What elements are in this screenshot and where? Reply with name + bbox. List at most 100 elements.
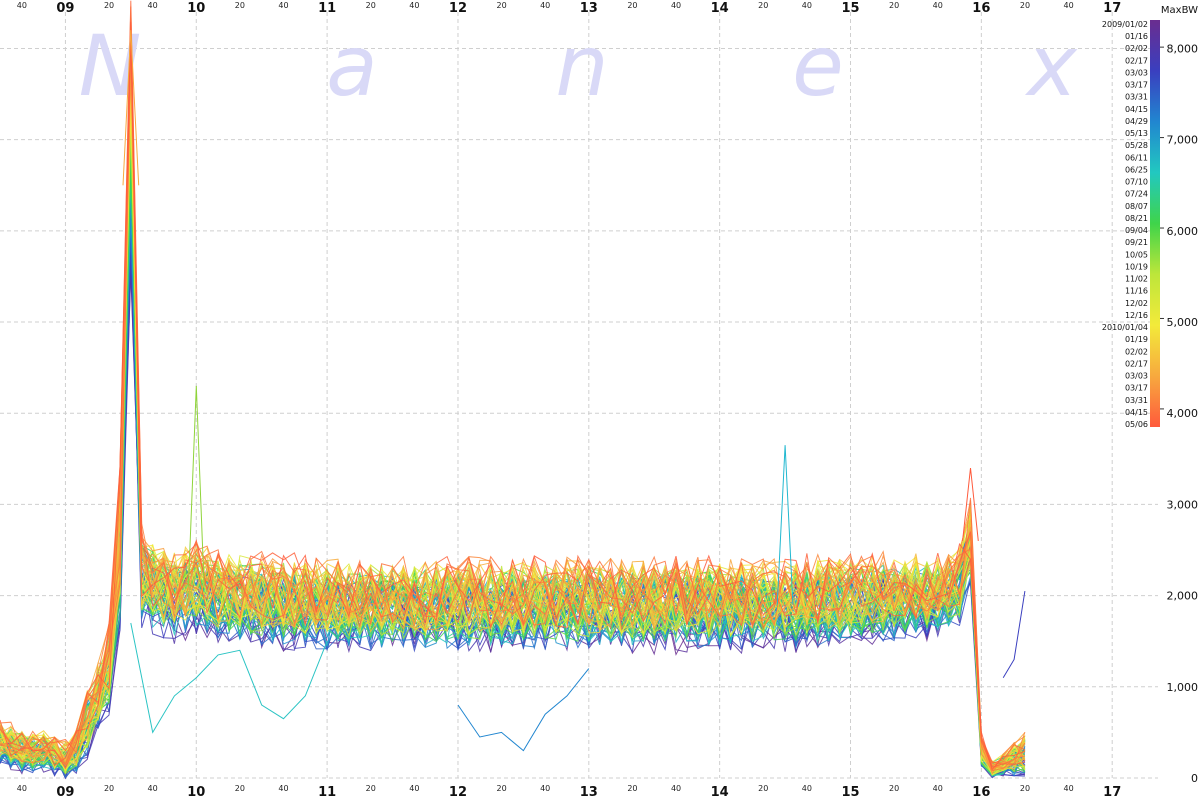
legend-date: 02/02 [1125, 347, 1148, 356]
series-line [0, 0, 1026, 770]
minute-label: 40 [148, 784, 158, 793]
series-line [0, 164, 1026, 771]
legend-date: 11/02 [1125, 275, 1148, 284]
series-line [0, 176, 1025, 773]
watermark-letter: e [792, 17, 844, 115]
y-axis: 0 1,000 2,000 3,000 4,000 5,000 6,000 7,000 8,00… [1167, 42, 1199, 785]
legend-date: 02/17 [1125, 359, 1148, 368]
minute-label: 40 [540, 1, 550, 10]
legend-date: 08/21 [1125, 214, 1148, 223]
series-line [0, 43, 1026, 767]
series-line [0, 233, 1026, 780]
series-line [0, 143, 1026, 776]
hour-label: 13 [580, 785, 598, 800]
minute-label: 20 [496, 784, 506, 793]
minute-label: 40 [1063, 1, 1073, 10]
legend-date: 12/02 [1125, 299, 1148, 308]
y-tick-label: 8,000 [1167, 42, 1199, 55]
legend-date: 03/31 [1125, 93, 1148, 102]
legend-date: 01/19 [1125, 335, 1148, 344]
series-line [0, 106, 1026, 774]
series-line [0, 91, 1025, 775]
legend-date: 04/29 [1125, 117, 1148, 126]
legend-date: 04/15 [1125, 408, 1148, 417]
series-line [0, 169, 1026, 775]
series-line [0, 75, 1026, 774]
legend-ticks [1160, 46, 1164, 410]
series-line [0, 95, 1026, 774]
minute-label: 40 [802, 784, 812, 793]
legend-date: 07/10 [1125, 178, 1148, 187]
minute-label: 20 [1020, 784, 1030, 793]
hour-label: 09 [56, 1, 74, 16]
series-line [0, 117, 1026, 775]
series-line [0, 220, 1026, 777]
y-tick-label: 6,000 [1167, 225, 1199, 238]
hour-label: 15 [841, 1, 859, 16]
legend-date: 09/04 [1125, 226, 1148, 235]
series-line [0, 70, 1026, 771]
legend-date: 03/17 [1125, 384, 1148, 393]
legend-title: MaxBW [1161, 5, 1198, 16]
series-line [0, 91, 1026, 771]
legend-date: 2009/01/02 [1102, 20, 1148, 29]
y-tick-label: 7,000 [1167, 134, 1199, 147]
minute-label: 40 [278, 784, 288, 793]
legend-date: 09/21 [1125, 238, 1148, 247]
series-line [0, 138, 1026, 774]
legend-date: 05/06 [1125, 420, 1148, 429]
y-tick-label: 1,000 [1167, 681, 1199, 694]
series-line [0, 138, 1026, 772]
legend-date: 02/02 [1125, 44, 1148, 53]
minute-label: 40 [802, 1, 812, 10]
legend-date: 02/17 [1125, 56, 1148, 65]
series-line [0, 108, 1026, 775]
legend-date: 03/03 [1125, 372, 1148, 381]
spike-line [962, 467, 979, 541]
spike-line [187, 385, 205, 587]
colorbar [1150, 20, 1160, 427]
series-line [0, 22, 1026, 772]
hour-label: 11 [318, 1, 336, 16]
series-line [0, 182, 1026, 774]
legend-date: 10/19 [1125, 262, 1148, 271]
minute-label: 20 [235, 784, 245, 793]
series-line [0, 125, 1026, 775]
legend-date: 04/15 [1125, 105, 1148, 114]
hour-label: 16 [972, 785, 990, 800]
series-line [0, 244, 1026, 777]
minute-label: 40 [540, 784, 550, 793]
minute-label: 40 [17, 1, 27, 10]
series-line [0, 158, 1026, 775]
series-line [0, 218, 1026, 773]
legend-date: 01/16 [1125, 32, 1148, 41]
legend-date: 06/25 [1125, 165, 1148, 174]
series-line [0, 34, 1026, 768]
legend-date: 08/07 [1125, 202, 1148, 211]
series-line [0, 121, 1026, 773]
series-line [0, 40, 1026, 770]
series-line [0, 73, 1026, 770]
legend-dates: 2009/01/02 01/16 02/02 02/17 03/03 03/17 03/31… [1102, 20, 1148, 429]
series-line [0, 31, 1026, 769]
watermark-letter: n [555, 17, 608, 115]
series-line [0, 238, 1025, 777]
minute-label: 20 [758, 784, 768, 793]
series-line [0, 184, 1025, 778]
hour-label: 14 [711, 785, 729, 800]
series-line [0, 42, 1026, 775]
series-line [0, 211, 1026, 774]
series-line [0, 157, 1026, 769]
x-axis-top: 09 20 40 10 20 40 11 20 40 12 20 40 13 20 40 14 20 40 15 20… [17, 1, 1121, 16]
legend-date: 12/16 [1125, 311, 1148, 320]
grid-lines [0, 12, 1158, 779]
series-line [0, 172, 1026, 776]
minute-label: 20 [889, 1, 899, 10]
hour-label: 17 [1103, 1, 1121, 16]
series-line [0, 171, 1025, 777]
legend-date: 2010/01/04 [1102, 323, 1148, 332]
series-line [0, 273, 1026, 777]
series-line [0, 226, 1026, 780]
